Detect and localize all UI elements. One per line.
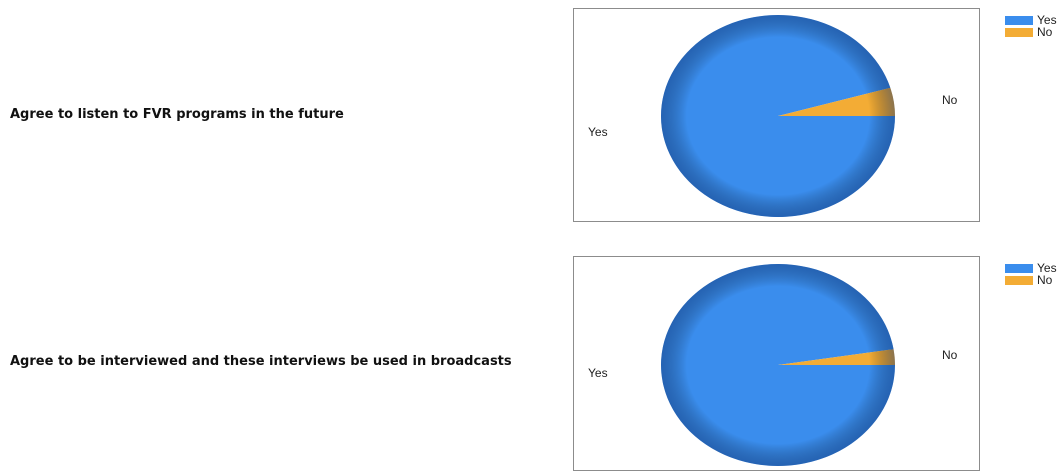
chart-2-legend-swatch-no	[1005, 275, 1033, 285]
chart-1-question: Agree to listen to FVR programs in the f…	[10, 107, 344, 122]
chart-1-pie-shade	[661, 15, 895, 217]
chart-2-label-no: No	[942, 348, 958, 362]
chart-2-box: Yes No	[573, 256, 980, 471]
chart-1-legend-swatch-yes	[1005, 15, 1033, 25]
chart-1-legend-label-no: No	[1037, 25, 1053, 39]
chart-2-label-yes: Yes	[588, 366, 608, 380]
chart-2-legend-yes: Yes	[1005, 261, 1063, 275]
chart-1-legend: Yes No	[1005, 13, 1063, 39]
chart-2-legend-label-no: No	[1037, 273, 1053, 287]
chart-1-box: Yes No	[573, 8, 980, 222]
chart-1-legend-no: No	[1005, 25, 1063, 39]
chart-2-svg: Yes No	[588, 264, 958, 467]
chart-1-label-yes: Yes	[588, 125, 608, 139]
chart-1-legend-yes: Yes	[1005, 13, 1063, 27]
chart-2-legend-swatch-yes	[1005, 263, 1033, 273]
chart-1-legend-swatch-no	[1005, 27, 1033, 37]
chart-2-pie-shade	[661, 264, 895, 466]
chart-2-legend-no: No	[1005, 273, 1063, 287]
chart-1-svg: Yes No	[588, 14, 958, 217]
chart-1-legend-label-yes: Yes	[1037, 13, 1057, 27]
chart-2-legend: Yes No	[1005, 261, 1063, 287]
chart-2-legend-label-yes: Yes	[1037, 261, 1057, 275]
chart-2-question: Agree to be interviewed and these interv…	[10, 354, 512, 369]
chart-1-label-no: No	[942, 93, 958, 107]
